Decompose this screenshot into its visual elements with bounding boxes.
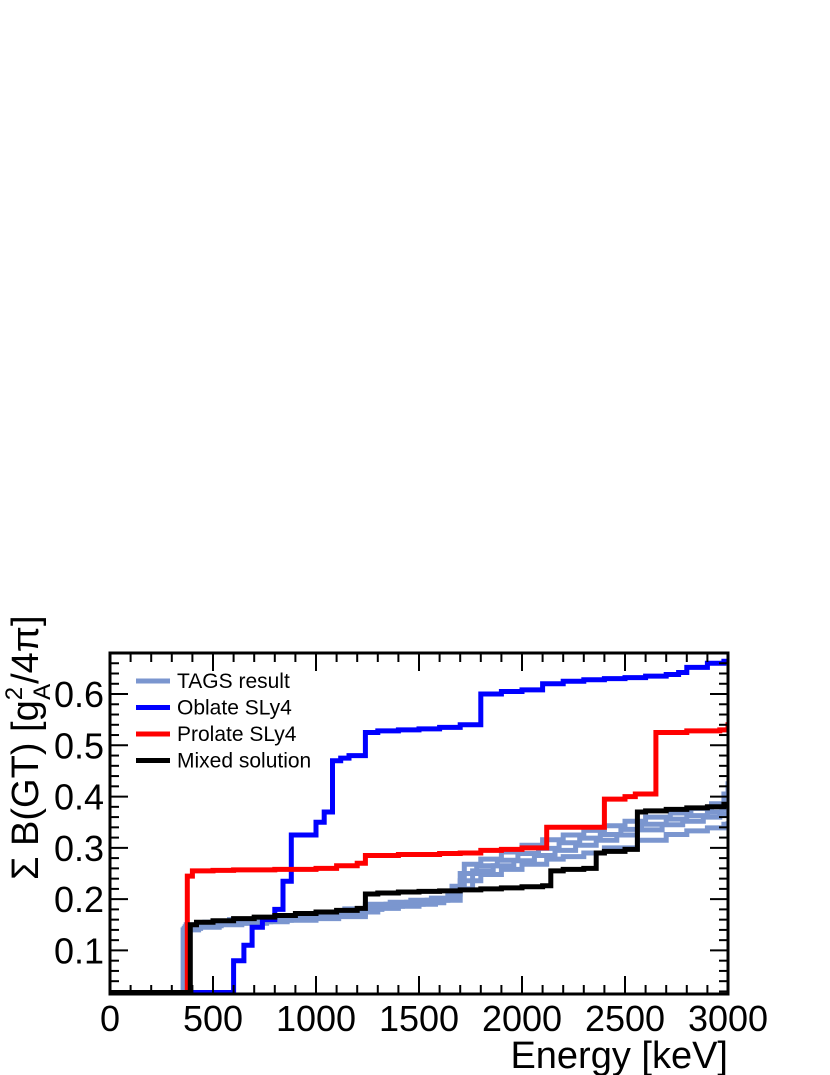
y-tick-label: 0.2 bbox=[54, 879, 104, 920]
series-line-mixed-solution-6 bbox=[110, 801, 728, 994]
y-axis-label-sub: A bbox=[29, 684, 56, 700]
x-axis-label: Energy [keV] bbox=[510, 1035, 728, 1075]
y-tick-label: 0.1 bbox=[54, 930, 104, 971]
legend-label-oblate-sly4: Oblate SLy4 bbox=[177, 697, 292, 720]
y-axis-label-sup: 2 bbox=[1, 687, 28, 700]
x-tick-label: 500 bbox=[183, 998, 243, 1039]
x-tick-label: 2000 bbox=[482, 998, 562, 1039]
series-layer bbox=[110, 658, 728, 994]
y-tick-label: 0.5 bbox=[54, 725, 104, 766]
y-tick-label: 0.3 bbox=[54, 828, 104, 869]
legend-label-tags-result: TAGS result bbox=[177, 670, 290, 693]
x-tick-label: 1500 bbox=[379, 998, 459, 1039]
axes-layer: 0 500 1000 1500 2000 2500 3000 0.1 0.2 0.3 0.4 0.5 0… bbox=[54, 651, 768, 1039]
legend-label-mixed-solution: Mixed solution bbox=[177, 750, 311, 773]
x-tick-label: 1000 bbox=[276, 998, 356, 1039]
legend: TAGS result Oblate SLy4 Prolate SLy4 Mixed … bbox=[136, 670, 311, 773]
x-tick-label: 2500 bbox=[585, 998, 665, 1039]
series-line-oblate-sly4-4 bbox=[110, 658, 728, 994]
legend-label-prolate-sly4: Prolate SLy4 bbox=[177, 723, 297, 746]
y-tick-label: 0.4 bbox=[54, 777, 104, 818]
y-axis-label-tail: /4π] bbox=[5, 615, 47, 683]
y-axis-label: Σ B(GT) [g2A/4π] bbox=[1, 615, 56, 880]
x-tick-label: 0 bbox=[100, 998, 120, 1039]
x-tick-label: 3000 bbox=[688, 998, 768, 1039]
y-tick-label: 0.6 bbox=[54, 674, 104, 715]
y-axis-label-main: Σ B(GT) [g bbox=[5, 700, 47, 880]
series-line-prolate-sly4-5 bbox=[110, 722, 728, 994]
